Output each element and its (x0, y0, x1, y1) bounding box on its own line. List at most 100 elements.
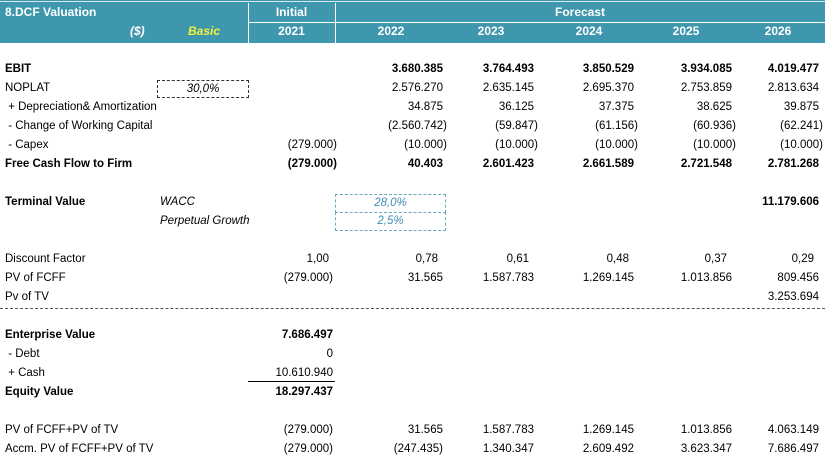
table-row-debt: - Debt 0 (0, 345, 825, 364)
value-cell[interactable]: 2.813.634 (767, 82, 819, 94)
value-cell[interactable]: (279.000) (287, 158, 337, 170)
value-cell[interactable]: (10.000) (780, 139, 823, 151)
value-cell[interactable]: (279.000) (283, 272, 333, 284)
row-label: EBIT (5, 63, 32, 75)
table-row-pv-fcff: PV of FCFF (279.000) 31.565 1.587.783 1.… (0, 269, 825, 288)
value-cell[interactable]: 4.063.149 (767, 424, 819, 436)
value-cell[interactable]: 1.269.145 (582, 272, 634, 284)
tax-rate-input[interactable]: 30,0% (157, 80, 249, 98)
value-cell[interactable]: 3.623.347 (680, 443, 732, 455)
value-cell[interactable]: (2.560.742) (388, 120, 447, 132)
forecast-label: Forecast (554, 5, 606, 19)
section-divider (0, 308, 825, 309)
value-cell[interactable]: 1.340.347 (482, 443, 534, 455)
value-cell[interactable]: 34.875 (407, 101, 443, 113)
value-cell[interactable]: (59.847) (495, 120, 538, 132)
terminal-value-cell[interactable]: 11.179.606 (762, 196, 819, 208)
value-cell[interactable]: (10.000) (693, 139, 736, 151)
value-cell[interactable]: 1.013.856 (680, 424, 732, 436)
value-cell[interactable]: (10.000) (595, 139, 638, 151)
table-row-terminal-value: Terminal Value WACC 28,0% 11.179.606 (0, 193, 825, 213)
value-cell[interactable]: 2.609.492 (582, 443, 634, 455)
header-vertical-divider (335, 3, 336, 43)
value-cell[interactable]: 2.576.270 (391, 82, 443, 94)
value-cell[interactable]: 40.403 (407, 158, 443, 170)
value-cell[interactable]: 7.686.497 (767, 443, 819, 455)
row-label: - Debt (5, 348, 40, 360)
wacc-input[interactable]: 28,0% (335, 194, 446, 213)
row-label: - Capex (5, 139, 49, 151)
table-row-noplat: NOPLAT 30,0% 2.576.270 2.635.145 2.695.3… (0, 79, 825, 98)
row-label: Enterprise Value (5, 329, 96, 341)
year-header: 2024 (575, 24, 603, 38)
table-row-equity-value: Equity Value 18.297.437 (0, 383, 825, 402)
value-cell[interactable]: (279.000) (287, 139, 337, 151)
table-row-fcff: Free Cash Flow to Firm (279.000) 40.403 … (0, 155, 825, 174)
perpetual-growth-label: Perpetual Growth (160, 215, 250, 227)
row-label: Free Cash Flow to Firm (5, 158, 133, 170)
value-cell[interactable]: 2.753.859 (680, 82, 732, 94)
value-cell[interactable]: (10.000) (404, 139, 447, 151)
value-cell[interactable]: 31.565 (407, 424, 443, 436)
value-cell[interactable]: 1.013.856 (680, 272, 732, 284)
value-cell[interactable]: 3.934.085 (680, 63, 732, 75)
value-cell[interactable]: 0 (326, 348, 333, 360)
table-row-working-capital: - Change of Working Capital (2.560.742) … (0, 117, 825, 136)
currency-label: ($) (130, 24, 145, 38)
value-cell[interactable]: 1.587.783 (482, 424, 534, 436)
value-cell[interactable]: 1,00 (306, 253, 329, 265)
value-cell[interactable]: 2.781.268 (767, 158, 819, 170)
value-cell[interactable]: (279.000) (283, 424, 333, 436)
value-cell[interactable]: (247.435) (393, 443, 443, 455)
value-cell[interactable]: 1.587.783 (482, 272, 534, 284)
year-header: 2022 (377, 24, 405, 38)
value-cell[interactable]: (61.156) (595, 120, 638, 132)
value-cell[interactable]: (62.241) (780, 120, 823, 132)
value-cell[interactable]: 2.635.145 (482, 82, 534, 94)
value-cell[interactable]: 38.625 (696, 101, 732, 113)
value-cell[interactable]: 2.661.589 (582, 158, 634, 170)
table-row-enterprise-value: Enterprise Value 7.686.497 (0, 326, 825, 345)
year-header: 2021 (278, 24, 305, 38)
value-cell[interactable]: 18.297.437 (275, 386, 333, 398)
value-cell[interactable]: 39.875 (783, 101, 819, 113)
value-cell[interactable]: 0,48 (606, 253, 629, 265)
value-cell[interactable]: 0,29 (791, 253, 814, 265)
table-row-pv-tv: Pv of TV 3.253.694 (0, 288, 825, 307)
table-row-pv-accumulated: Accm. PV of FCFF+PV of TV (279.000) (247… (0, 440, 825, 459)
value-cell[interactable]: 0,78 (415, 253, 438, 265)
row-label: Equity Value (5, 386, 74, 398)
value-cell[interactable]: 2.695.370 (582, 82, 634, 94)
value-cell[interactable]: (10.000) (495, 139, 538, 151)
value-cell[interactable]: (60.936) (693, 120, 736, 132)
row-label: PV of FCFF (5, 272, 66, 284)
value-cell[interactable]: 3.764.493 (482, 63, 534, 75)
perpetual-growth-input[interactable]: 2,5% (335, 212, 446, 231)
value-cell[interactable]: (279.000) (283, 443, 333, 455)
value-cell[interactable]: 809.456 (777, 272, 819, 284)
initial-label: Initial (275, 5, 308, 19)
row-label: - Change of Working Capital (5, 120, 153, 132)
value-cell[interactable]: 2.721.548 (680, 158, 732, 170)
header-divider (248, 22, 825, 23)
value-cell[interactable]: 37.375 (598, 101, 634, 113)
value-cell[interactable]: 31.565 (407, 272, 443, 284)
row-label: Terminal Value (5, 196, 86, 208)
value-cell[interactable]: 3.680.385 (391, 63, 443, 75)
row-label: NOPLAT (5, 82, 51, 94)
value-cell[interactable]: 0,61 (506, 253, 529, 265)
value-cell[interactable]: 7.686.497 (281, 329, 333, 341)
row-label: + Cash (5, 367, 45, 379)
value-cell[interactable]: 3.850.529 (582, 63, 634, 75)
value-cell[interactable]: 36.125 (498, 101, 534, 113)
value-cell[interactable]: 2.601.423 (482, 158, 534, 170)
value-cell[interactable]: 1.269.145 (582, 424, 634, 436)
table-header (0, 0, 825, 43)
table-row-ebit: EBIT 3.680.385 3.764.493 3.850.529 3.934… (0, 60, 825, 79)
value-cell[interactable]: 0,37 (704, 253, 727, 265)
value-cell[interactable]: 3.253.694 (767, 291, 819, 303)
value-cell[interactable]: 4.019.477 (767, 63, 819, 75)
sum-line (248, 381, 335, 382)
value-cell[interactable]: 10.610.940 (275, 367, 333, 379)
scenario-label[interactable]: Basic (188, 24, 221, 38)
